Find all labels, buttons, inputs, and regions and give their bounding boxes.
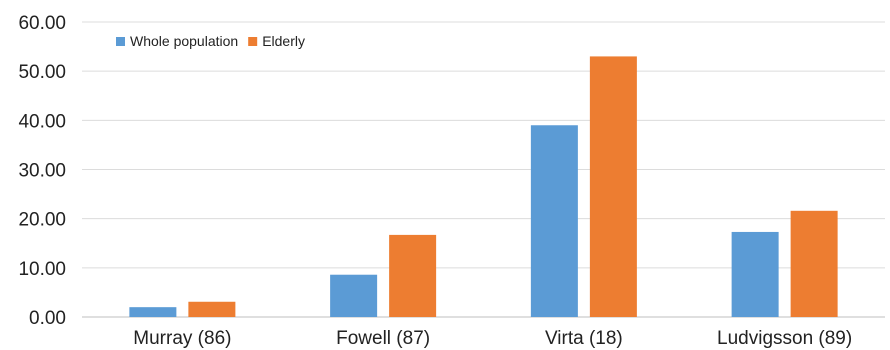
bar-whole-population xyxy=(330,274,378,317)
y-tick-label: 40.00 xyxy=(18,111,66,132)
x-tick-label: Fowell (87) xyxy=(336,328,430,349)
y-tick-label: 60.00 xyxy=(18,13,66,34)
legend-swatch xyxy=(248,37,258,46)
y-tick-label: 0.00 xyxy=(29,308,66,329)
legend-label: Whole population xyxy=(130,33,238,49)
legend-label: Elderly xyxy=(262,33,305,49)
bars xyxy=(129,56,838,318)
bar-whole-population xyxy=(731,231,779,317)
y-axis: 0.00 10.00 20.00 30.00 40.00 50.00 60.00 xyxy=(18,13,66,329)
x-tick-label: Murray (86) xyxy=(133,328,231,349)
legend-swatch xyxy=(116,37,125,46)
x-axis: Murray (86) Fowell (87) Virta (18) Ludvigss… xyxy=(133,328,852,349)
gridlines xyxy=(82,21,885,318)
legend: Whole population Elderly xyxy=(116,33,305,49)
x-tick-label: Virta (18) xyxy=(545,328,623,349)
bar-elderly xyxy=(790,210,838,317)
y-tick-label: 20.00 xyxy=(18,210,66,231)
y-tick-label: 30.00 xyxy=(18,161,66,182)
bar-whole-population xyxy=(129,307,177,317)
bar-elderly xyxy=(188,301,236,317)
x-tick-label: Ludvigsson (89) xyxy=(717,328,852,349)
y-tick-label: 10.00 xyxy=(18,259,66,280)
bar-elderly xyxy=(389,234,437,317)
bar-elderly xyxy=(589,56,637,318)
y-tick-label: 50.00 xyxy=(18,62,66,83)
bar-whole-population xyxy=(530,125,578,317)
